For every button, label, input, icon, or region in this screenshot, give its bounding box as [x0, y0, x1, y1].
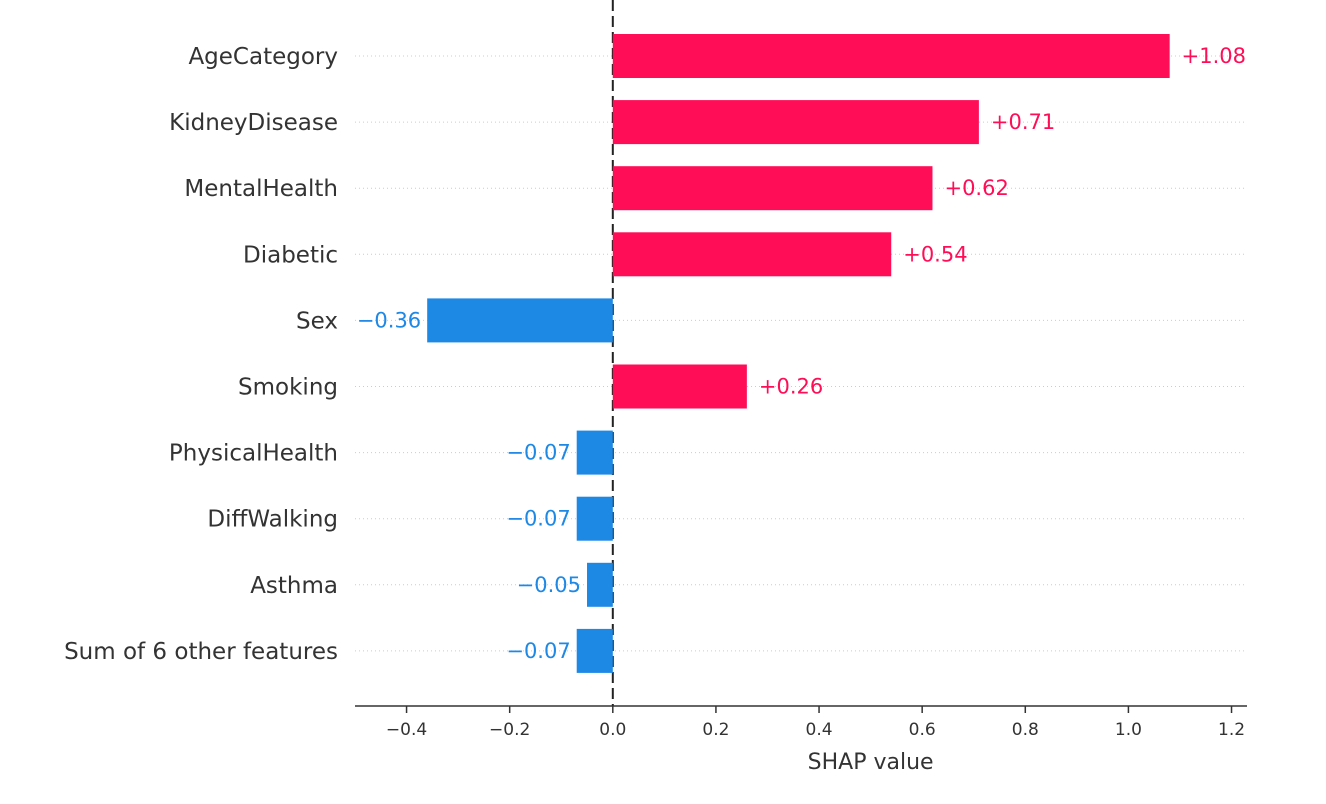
bar-agecategory: [612, 34, 1170, 78]
value-label: +0.54: [903, 242, 967, 266]
bar-mentalhealth: [612, 166, 933, 211]
label-layer: AgeCategory +1.08 KidneyDisease +0.71 Mental…: [64, 44, 1246, 665]
value-label: −0.07: [506, 507, 570, 531]
feature-label: Smoking: [238, 375, 338, 401]
feature-label: MentalHealth: [184, 176, 338, 202]
bar-physicalhealth: [576, 430, 613, 475]
bar-diffwalking: [576, 496, 613, 541]
x-tick-label: 0.6: [909, 720, 936, 740]
bar-asthma: [587, 562, 613, 607]
bar-diabetic: [612, 232, 892, 277]
x-axis-title: SHAP value: [808, 750, 934, 775]
x-tick-label: 0.8: [1012, 720, 1039, 740]
feature-label: Diabetic: [243, 242, 338, 268]
bar-sum-of-6-other-features: [576, 628, 613, 673]
feature-label: KidneyDisease: [169, 110, 338, 136]
x-tick-label: −0.4: [386, 720, 427, 740]
feature-label: AgeCategory: [188, 44, 338, 70]
value-label: −0.07: [506, 639, 570, 663]
bar-kidneydisease: [612, 100, 979, 145]
bar-sex: [427, 298, 613, 343]
x-tick-label: 0.4: [806, 720, 833, 740]
x-axis: −0.4 −0.2 0.0 0.2 0.4 0.6 0.8 1.0 1.2: [355, 705, 1247, 740]
x-tick-label: 1.0: [1115, 720, 1142, 740]
value-label: +0.26: [759, 375, 823, 399]
x-tick-label: 0.0: [599, 720, 626, 740]
bar-smoking: [612, 364, 747, 409]
x-tick-label: 1.2: [1218, 720, 1245, 740]
value-label: +0.62: [944, 176, 1008, 200]
value-label: −0.36: [357, 308, 421, 332]
feature-label: PhysicalHealth: [169, 441, 338, 467]
x-tick-label: 0.2: [702, 720, 729, 740]
bar-layer: [427, 34, 1170, 673]
x-tick-label: −0.2: [489, 720, 530, 740]
feature-label: DiffWalking: [207, 507, 338, 533]
value-label: +1.08: [1182, 44, 1246, 68]
feature-label: Asthma: [250, 573, 338, 599]
grid-layer: [355, 0, 1247, 706]
value-label: −0.07: [506, 441, 570, 465]
feature-label: Sum of 6 other features: [64, 639, 338, 665]
feature-label: Sex: [296, 308, 338, 334]
value-label: +0.71: [991, 110, 1055, 134]
value-label: −0.05: [517, 573, 581, 597]
